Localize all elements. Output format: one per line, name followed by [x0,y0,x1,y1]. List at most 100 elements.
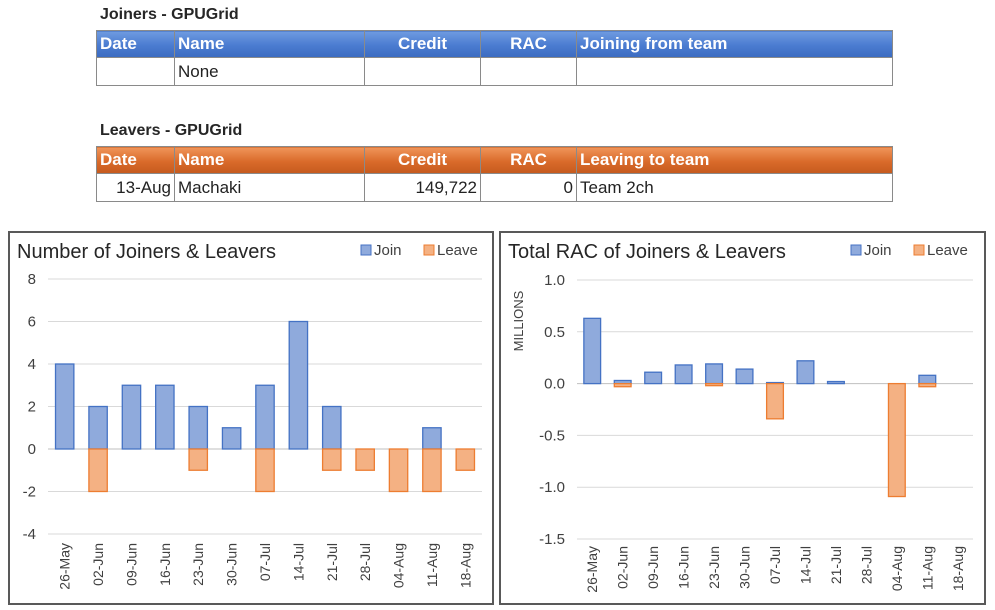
table-row: None [96,57,893,86]
bar-join-30-Jun [735,368,754,385]
bar-join-14-Jul [796,360,815,385]
legend-swatch-leave [423,244,435,256]
col-team-header: Leaving to team [576,146,893,174]
joiners-leavers-rac-chart: Total RAC of Joiners & Leavers Join Leave M… [499,231,986,605]
x-tick-label: 14-Jul [290,543,306,581]
y-tick-label: -1.5 [539,531,565,548]
bar-join-21-Jul [321,405,342,450]
rac-chart-svg: Total RAC of Joiners & Leavers Join Leave M… [508,241,973,593]
bar-leave-02-Jun [613,382,632,388]
x-tick-label: 18-Aug [457,543,473,588]
joiners-header-row: Date Name Credit RAC Joining from team [96,30,893,58]
col-date-header: Date [96,30,175,58]
x-tick-label: 18-Aug [950,546,966,591]
x-tick-label: 23-Jun [706,546,722,589]
x-tick-label: 09-Jun [645,546,661,589]
col-rac-header: RAC [480,146,577,174]
x-tick-label: 07-Jul [767,546,783,584]
bar-join-11-Aug [422,427,442,450]
legend-label-leave: Leave [437,242,478,259]
cell-team [576,57,893,86]
leavers-table: Date Name Credit RAC Leaving to team 13-… [96,146,893,202]
col-credit-header: Credit [364,146,481,174]
cell-credit: 149,722 [364,173,481,202]
x-tick-label: 04-Aug [391,543,407,588]
bar-join-23-Jun [705,363,724,385]
x-tick-label: 26-May [57,543,73,590]
bar-join-07-Jul [255,384,275,450]
bar-join-11-Aug [918,374,937,385]
x-tick-label: 11-Aug [424,543,440,587]
legend-swatch-join [360,244,372,256]
chart-title: Total RAC of Joiners & Leavers [508,241,786,263]
x-tick-label: 21-Jul [324,543,340,581]
bar-leave-28-Jul [355,448,375,471]
bar-leave-23-Jun [188,448,209,471]
y-axis-label: MILLIONS [511,290,526,351]
legend-swatch-join [850,244,862,256]
y-tick-label: -4 [23,526,36,543]
x-tick-label: 16-Jun [676,546,692,589]
cell-date: 13-Aug [96,173,175,202]
cell-credit [364,57,481,86]
y-tick-label: 1.0 [544,272,565,289]
x-tick-label: 02-Jun [615,546,631,589]
x-tick-label: 09-Jun [123,543,139,586]
joiners-table: Date Name Credit RAC Joining from team N… [96,30,893,86]
count-chart-svg: Number of Joiners & Leavers Join Leave 8 6 4 2… [17,241,482,590]
bar-join-26-May [583,317,602,385]
bar-join-30-Jun [221,427,242,450]
col-name-header: Name [174,146,365,174]
chart-title: Number of Joiners & Leavers [17,241,276,263]
x-tick-label: 28-Jul [357,543,373,581]
x-tick-label: 11-Aug [919,546,935,590]
y-tick-label: 8 [28,271,36,288]
bar-leave-18-Aug [455,448,476,471]
x-tick-label: 16-Jun [157,543,173,586]
leavers-header-row: Date Name Credit RAC Leaving to team [96,146,893,174]
y-tick-label: -0.5 [539,427,565,444]
cell-team: Team 2ch [576,173,893,202]
bar-leave-11-Aug [422,448,442,493]
bar-join-09-Jun [644,371,663,385]
bar-leave-23-Jun [705,382,724,387]
legend-swatch-leave [913,244,925,256]
bar-join-02-Jun [88,405,108,450]
legend-label-join: Join [864,242,892,259]
col-date-header: Date [96,146,175,174]
bar-join-16-Jun [674,364,693,385]
col-name-header: Name [174,30,365,58]
bar-leave-04-Aug [388,448,409,493]
joiners-title: Joiners - GPUGrid [100,6,239,23]
legend-label-leave: Leave [927,242,968,259]
y-tick-label: -1.0 [539,479,565,496]
x-tick-label: 02-Jun [90,543,106,586]
col-team-header: Joining from team [576,30,893,58]
x-tick-label: 28-Jul [858,546,874,584]
cell-rac [480,57,577,86]
joiners-leavers-count-chart: Number of Joiners & Leavers Join Leave 8 6 4 2… [8,231,494,605]
cell-date [96,57,175,86]
legend-label-join: Join [374,242,402,259]
bar-leave-07-Jul [765,382,785,420]
x-tick-label: 30-Jun [224,543,240,586]
bar-leave-02-Jun [88,448,108,493]
bar-join-14-Jul [288,320,309,450]
leavers-title: Leavers - GPUGrid [100,122,243,139]
cell-name: None [174,57,365,86]
x-tick-label: 07-Jul [257,543,273,581]
y-tick-label: 4 [28,356,36,373]
table-row: 13-Aug Machaki 149,722 0 Team 2ch [96,173,893,202]
bar-join-21-Jul [826,380,845,385]
y-tick-label: 6 [28,314,36,331]
y-tick-label: -2 [23,484,36,501]
col-rac-header: RAC [480,30,577,58]
y-tick-label: 2 [28,399,36,416]
x-tick-label: 26-May [584,546,600,593]
bar-leave-04-Aug [887,382,906,498]
y-tick-label: 0.5 [544,324,565,341]
bar-join-16-Jun [155,384,175,450]
x-tick-label: 21-Jul [828,546,844,584]
bar-join-26-May [54,363,75,450]
cell-name: Machaki [174,173,365,202]
